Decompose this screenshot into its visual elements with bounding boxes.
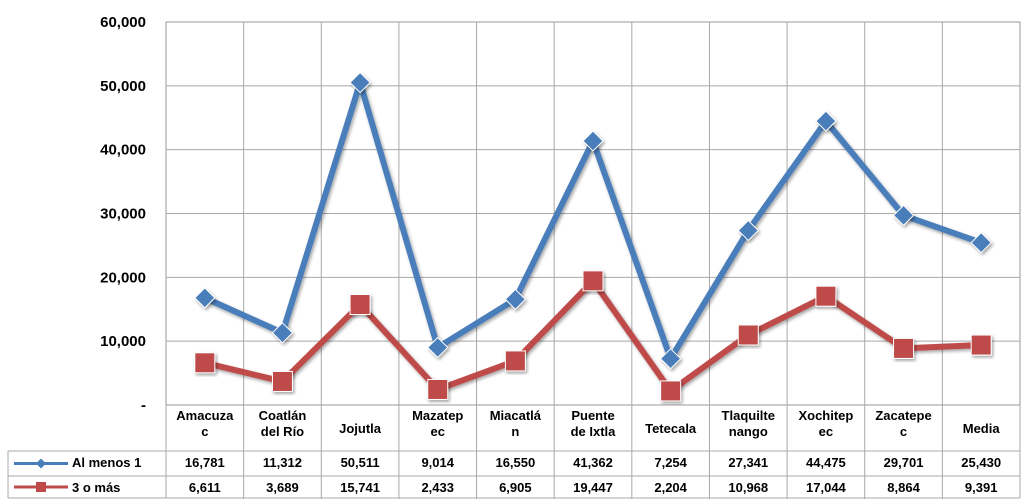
table-value: 10,968 — [728, 480, 768, 495]
data-point — [194, 352, 216, 374]
data-point — [271, 322, 294, 344]
table-value: 16,550 — [495, 455, 535, 470]
data-point — [892, 204, 915, 227]
data-point — [427, 336, 449, 359]
data-point — [504, 288, 527, 311]
y-tick-label: 50,000 — [100, 78, 146, 95]
category-label: Amacuza — [176, 408, 234, 423]
category-label: Jojutla — [339, 421, 382, 436]
data-point — [970, 231, 992, 254]
category-label: c — [900, 424, 907, 439]
category-label: Coatlán — [259, 408, 307, 423]
table-value: 9,014 — [421, 455, 454, 470]
category-label: c — [201, 424, 208, 439]
table-value: 41,362 — [573, 455, 613, 470]
legend-series-name: Al menos 1 — [72, 455, 141, 470]
category-label: Tlaquilte — [722, 408, 775, 423]
table-value: 44,475 — [806, 455, 846, 470]
table-value: 15,741 — [340, 480, 380, 495]
category-label: Zacatepe — [875, 408, 931, 423]
category-label: Mazatep — [412, 408, 463, 423]
table-value: 8,864 — [887, 480, 920, 495]
table-value: 11,312 — [263, 455, 302, 470]
category-label: ec — [819, 424, 833, 439]
data-point — [427, 378, 449, 400]
category-label: Miacatlá — [490, 408, 542, 423]
category-label: del Río — [261, 424, 304, 439]
category-label: Puente — [571, 408, 614, 423]
legend-key-marker — [36, 458, 46, 469]
data-point — [737, 324, 759, 346]
y-tick-label: 20,000 — [100, 269, 146, 286]
data-point — [504, 350, 526, 372]
table-value: 9,391 — [965, 480, 998, 495]
data-point — [271, 370, 293, 392]
data-point — [194, 287, 216, 309]
table-value: 6,611 — [189, 480, 221, 495]
table-value: 6,905 — [499, 480, 532, 495]
data-point — [349, 294, 371, 316]
table-value: 50,511 — [341, 455, 380, 470]
table-value: 2,204 — [654, 480, 687, 495]
table-value: 17,044 — [806, 480, 847, 495]
table-value: 25,430 — [961, 455, 1001, 470]
y-tick-label: 60,000 — [100, 14, 146, 31]
y-tick-label: 40,000 — [100, 142, 146, 159]
category-label: de Ixtla — [571, 424, 617, 439]
category-label: Xochitep — [798, 408, 853, 423]
table-value: 3,689 — [266, 480, 299, 495]
table-value: 16,781 — [185, 455, 225, 470]
table-value: 19,447 — [573, 480, 613, 495]
data-point — [893, 337, 915, 359]
data-point — [659, 347, 682, 370]
table-value: 27,341 — [728, 455, 768, 470]
data-point — [815, 110, 837, 132]
table-value: 29,701 — [884, 455, 924, 470]
legend-series-name: 3 o más — [72, 480, 120, 495]
data-point — [660, 380, 682, 402]
category-label: nango — [729, 424, 768, 439]
data-point — [737, 219, 759, 242]
y-tick-label: 30,000 — [100, 206, 146, 223]
table-value: 7,254 — [654, 455, 687, 470]
data-point — [815, 285, 837, 307]
category-label: Tetecala — [645, 421, 697, 436]
legend-key-marker — [36, 482, 46, 492]
category-label: ec — [430, 424, 444, 439]
table-value: 2,433 — [421, 480, 454, 495]
category-label: n — [511, 424, 519, 439]
data-point — [349, 71, 371, 94]
category-label: Media — [963, 421, 1001, 436]
data-point — [970, 334, 992, 356]
data-point — [582, 130, 604, 152]
y-tick-label: 10,000 — [100, 333, 146, 350]
data-point — [582, 270, 604, 292]
y-tick-label: - — [141, 397, 146, 414]
